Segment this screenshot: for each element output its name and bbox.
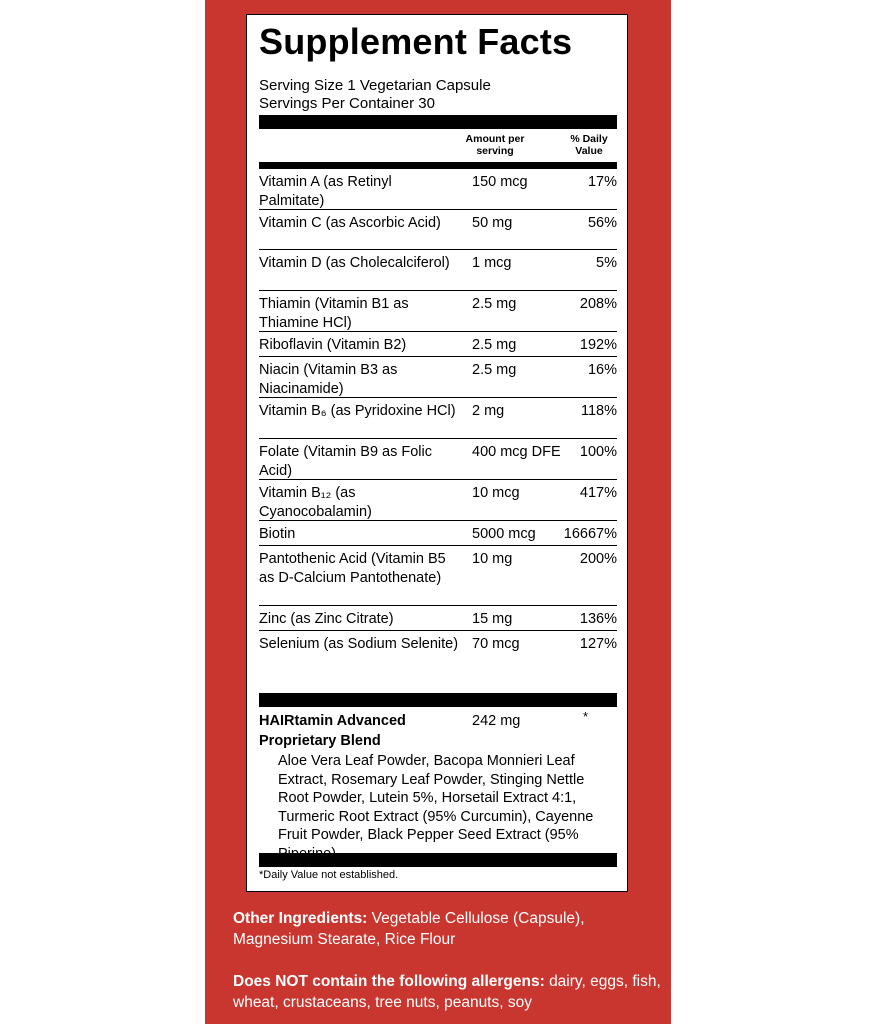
nutrient-daily-value: 118% (580, 403, 617, 419)
nutrient-amount: 2 mg (472, 403, 505, 419)
nutrient-amount: 400 mcg DFE (472, 444, 561, 460)
nutrient-daily-value: 100% (579, 444, 617, 460)
nutrient-row: Thiamin (Vitamin B1 as Thiamine HCl) 2.5 … (259, 291, 617, 332)
nutrient-name: Vitamin B₆ (as Pyridoxine HCl) (259, 403, 456, 419)
nutrient-name: Vitamin A (as Retinyl Palmitate) (259, 174, 392, 209)
allergens-label: Does NOT contain the following allergens… (233, 973, 545, 990)
nutrient-name: Pantothenic Acid (Vitamin B5 as D-Calciu… (259, 551, 446, 586)
nutrient-row: Vitamin C (as Ascorbic Acid) 50 mg 56% (259, 210, 617, 250)
nutrient-row: Vitamin B₁₂ (as Cyanocobalamin) 10 mcg 417… (259, 480, 617, 521)
nutrient-amount: 50 mg (472, 215, 513, 231)
nutrient-amount: 150 mcg (472, 174, 528, 190)
blend-name: HAIRtamin Advanced Proprietary Blend (259, 713, 406, 749)
nutrient-daily-value: 127% (579, 636, 617, 652)
nutrient-row: Folate (Vitamin B9 as Folic Acid) 400 mcg… (259, 439, 617, 480)
nutrient-row: Vitamin A (as Retinyl Palmitate) 150 mcg 1… (259, 169, 617, 210)
nutrient-daily-value: 56% (587, 215, 617, 231)
allergen-statement: Does NOT contain the following allergens… (233, 971, 663, 1013)
nutrient-name: Riboflavin (Vitamin B2) (259, 337, 407, 353)
nutrient-amount: 70 mcg (472, 636, 520, 652)
nutrient-amount: 2.5 mg (472, 337, 517, 353)
other-ingredients: Other Ingredients: Vegetable Cellulose (… (233, 908, 663, 950)
nutrient-daily-value: 417% (579, 485, 617, 501)
allergens-text: dairy, eggs, fish, wheat, crustaceans, t… (233, 973, 661, 1011)
nutrient-name: Vitamin C (as Ascorbic Acid) (259, 215, 441, 231)
nutrient-row: Niacin (Vitamin B3 as Niacinamide) 2.5 mg… (259, 357, 617, 398)
nutrient-amount: 2.5 mg (472, 362, 517, 378)
nutrient-daily-value: 17% (587, 174, 617, 190)
nutrient-amount: 5000 mcg (472, 526, 536, 542)
nutrient-name: Vitamin B₁₂ (as Cyanocobalamin) (259, 485, 372, 520)
nutrient-row: Riboflavin (Vitamin B2) 2.5 mg 192% (259, 332, 617, 357)
nutrient-row: Pantothenic Acid (Vitamin B5 as D-Calciu… (259, 546, 617, 606)
nutrient-row: Zinc (as Zinc Citrate) 15 mg 136% (259, 606, 617, 631)
nutrient-name: Niacin (Vitamin B3 as Niacinamide) (259, 362, 398, 397)
dv-header-line1: % Daily (570, 133, 608, 145)
other-ingredients-text: Vegetable Cellulose (Capsule), Magnesium… (233, 910, 585, 948)
nutrient-name: Biotin (259, 526, 296, 542)
blend-daily-value: * (583, 709, 589, 724)
servings-per-container: Servings Per Container 30 (259, 95, 435, 112)
supplement-facts-label: Supplement Facts Serving Size 1 Vegetari… (246, 14, 628, 892)
serving-size: Serving Size 1 Vegetarian Capsule (259, 77, 491, 94)
blend-ingredients: Aloe Vera Leaf Powder, Bacopa Monnieri L… (278, 753, 594, 862)
daily-value-footnote: *Daily Value not established. (259, 869, 399, 881)
nutrient-name: Selenium (as Sodium Selenite) (259, 636, 459, 652)
nutrient-amount: 15 mg (472, 611, 513, 627)
nutrient-row: Vitamin B₆ (as Pyridoxine HCl) 2 mg 118% (259, 398, 617, 439)
medium-divider (259, 162, 617, 169)
nutrient-daily-value: 192% (579, 337, 617, 353)
nutrient-daily-value: 16667% (563, 526, 617, 542)
other-ingredients-label: Other Ingredients: (233, 910, 368, 927)
nutrient-amount: 2.5 mg (472, 296, 517, 312)
nutrient-amount: 1 mcg (472, 255, 512, 271)
label-title: Supplement Facts (259, 21, 573, 62)
thick-divider-middle (259, 693, 617, 707)
nutrient-name: Thiamin (Vitamin B1 as Thiamine HCl) (259, 296, 409, 331)
nutrient-amount: 10 mg (472, 551, 513, 567)
nutrient-daily-value: 208% (579, 296, 617, 312)
amount-per-serving-header: Amount per serving (455, 133, 535, 157)
daily-value-header: % Daily Value (561, 133, 617, 157)
thick-divider-bottom (259, 853, 617, 867)
nutrient-rows: Vitamin A (as Retinyl Palmitate) 150 mcg 1… (259, 169, 617, 673)
nutrient-amount: 10 mcg (472, 485, 520, 501)
amount-header-line2: serving (476, 145, 514, 157)
nutrient-name: Folate (Vitamin B9 as Folic Acid) (259, 444, 432, 479)
nutrient-row: Biotin 5000 mcg 16667% (259, 521, 617, 546)
nutrient-name: Vitamin D (as Cholecalciferol) (259, 255, 450, 271)
nutrient-daily-value: 200% (579, 551, 617, 567)
nutrient-row: Vitamin D (as Cholecalciferol) 1 mcg 5% (259, 250, 617, 291)
nutrient-row: Selenium (as Sodium Selenite) 70 mcg 127% (259, 631, 617, 673)
dv-header-line2: Value (575, 145, 603, 157)
thick-divider-top (259, 115, 617, 129)
nutrient-daily-value: 5% (596, 255, 617, 271)
nutrient-daily-value: 16% (587, 362, 617, 378)
blend-amount: 242 mg (472, 713, 521, 729)
nutrient-daily-value: 136% (579, 611, 617, 627)
nutrient-name: Zinc (as Zinc Citrate) (259, 611, 394, 627)
amount-header-line1: Amount per (465, 133, 525, 145)
